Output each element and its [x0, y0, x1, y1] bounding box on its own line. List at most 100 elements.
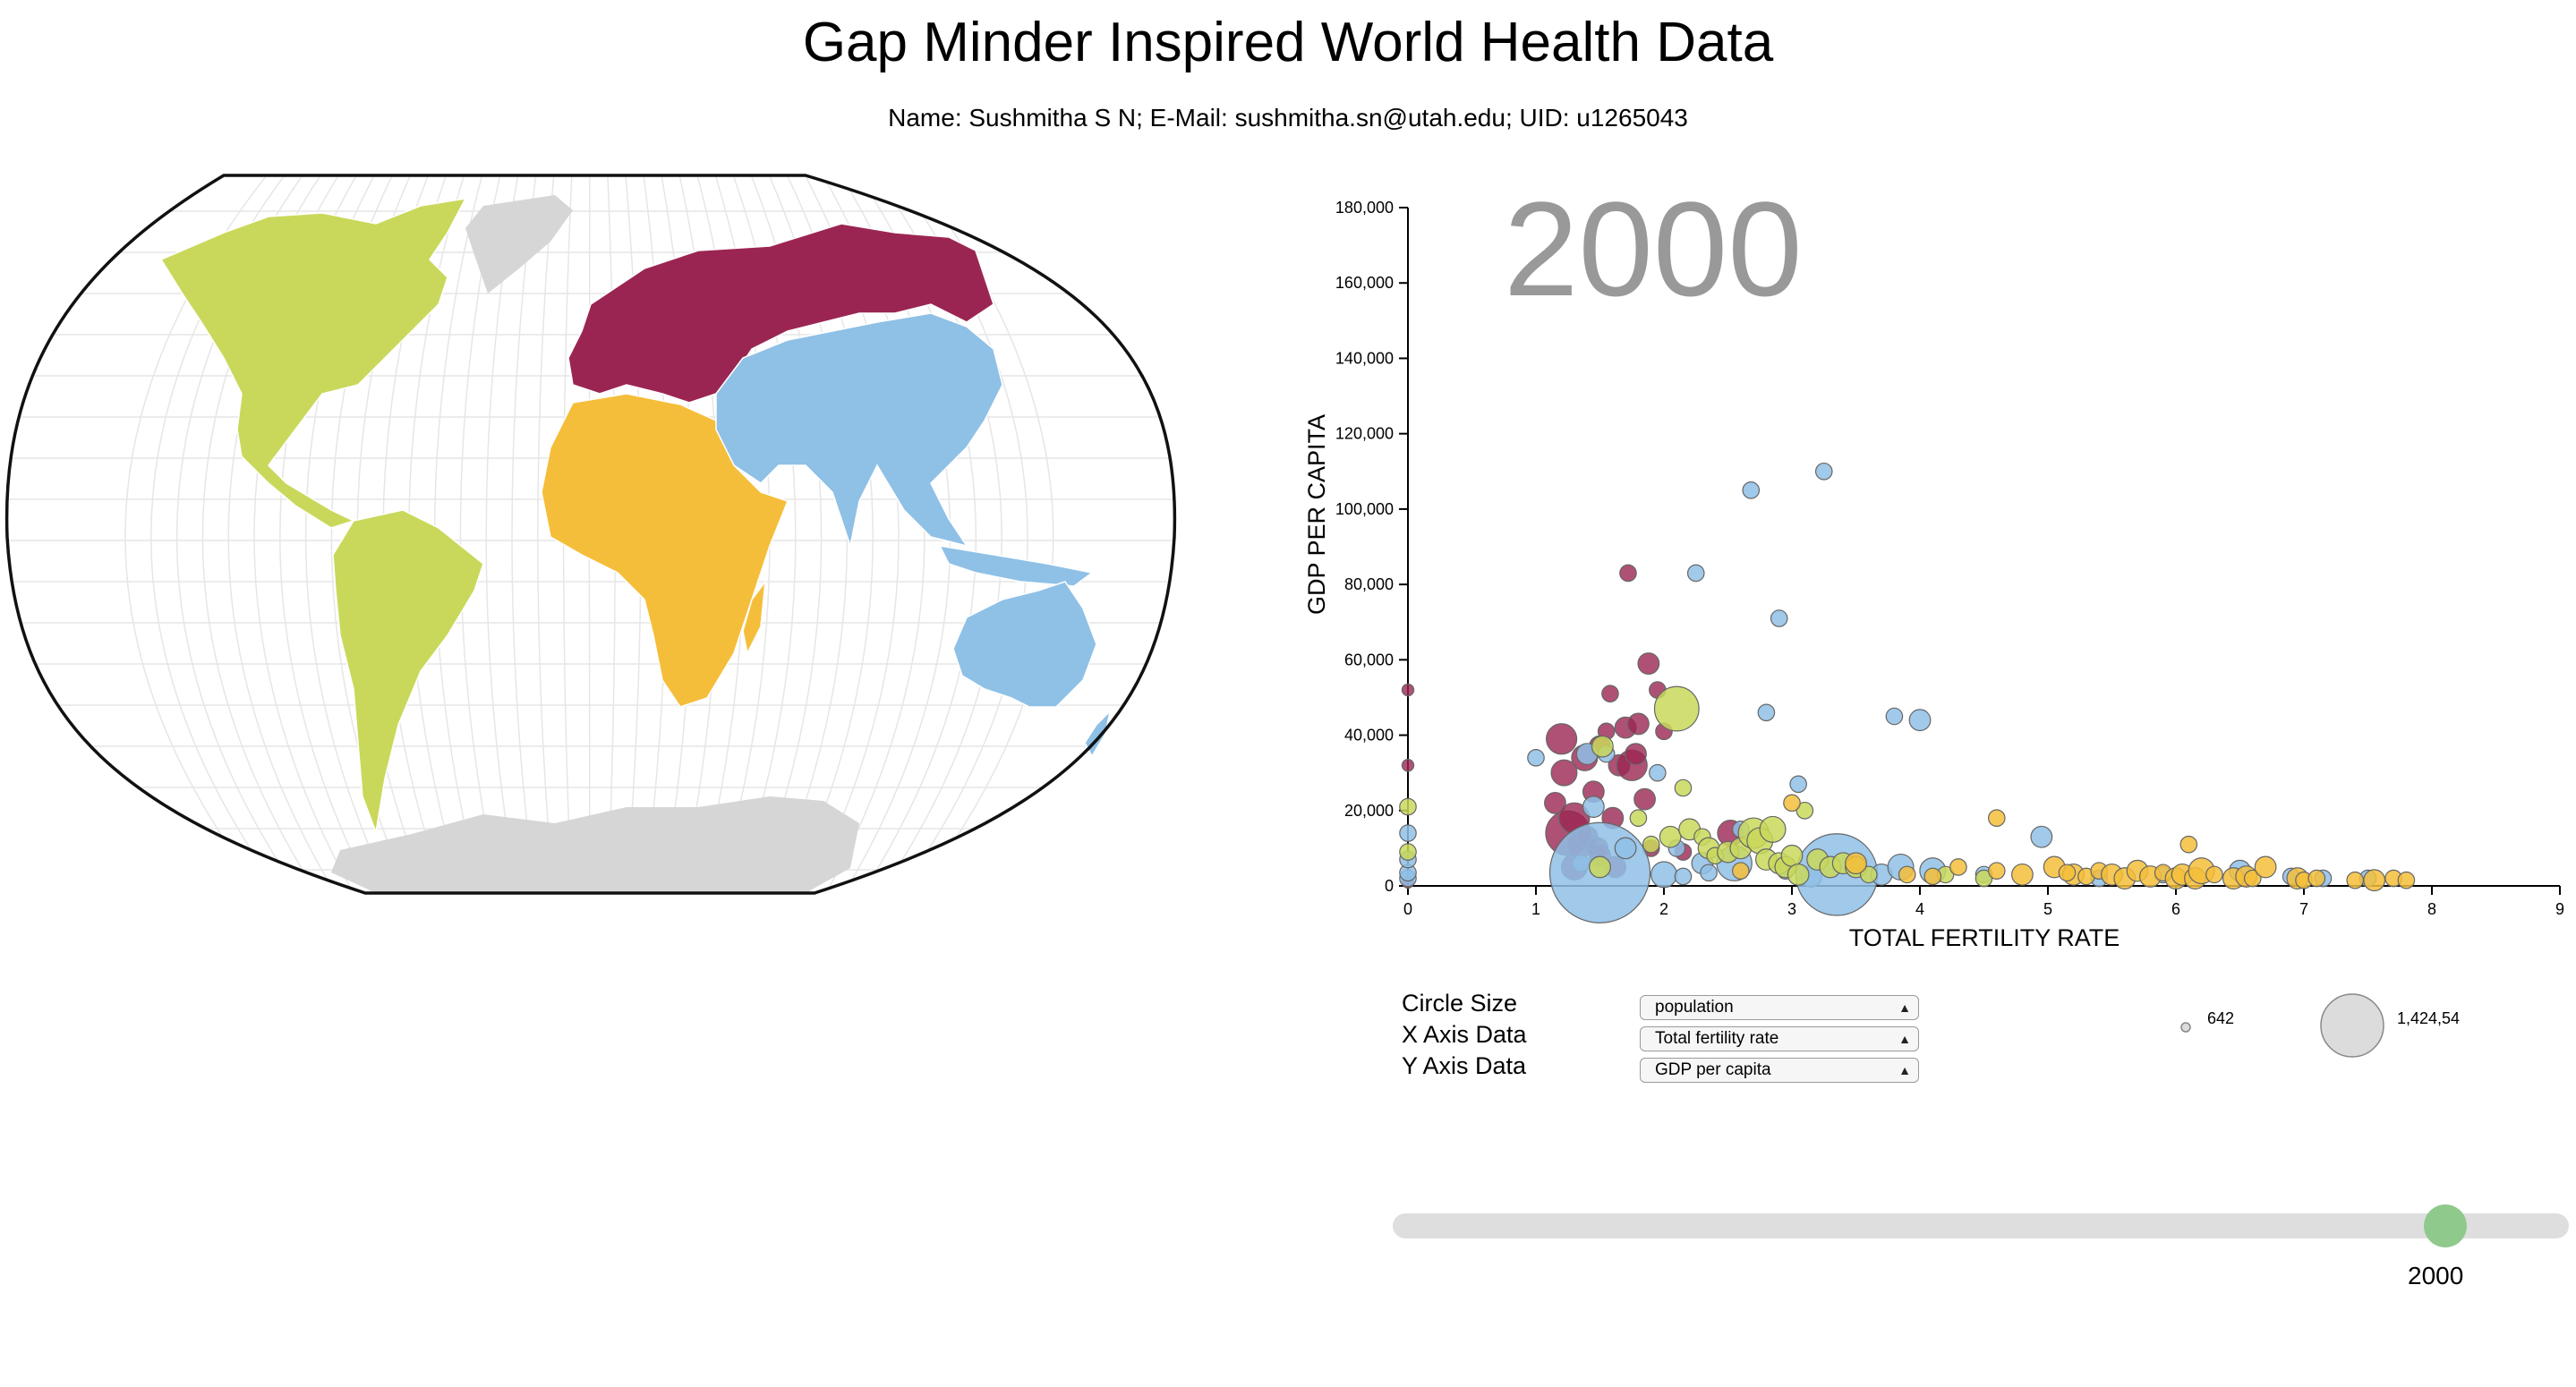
circle-size-label: Circle Size	[1402, 990, 1518, 1017]
x-tick-label: 3	[1787, 900, 1796, 918]
map-region-australia[interactable]	[952, 581, 1097, 708]
x-axis-data-label: X Axis Data	[1402, 1021, 1527, 1048]
data-point-europe[interactable]	[1601, 685, 1619, 703]
data-point-africa[interactable]	[2346, 871, 2364, 889]
circle-size-select[interactable]: population ▲	[1640, 995, 1919, 1020]
world-map	[4, 174, 1177, 895]
size-legend	[2180, 1022, 2191, 1033]
data-point-americas[interactable]	[1859, 865, 1878, 884]
x-tick-label: 9	[2555, 900, 2564, 918]
map-region-greenland[interactable]	[465, 195, 573, 294]
data-point-europe[interactable]	[1625, 743, 1647, 766]
data-point-europe[interactable]	[1401, 759, 1415, 772]
data-point-europe[interactable]	[1637, 652, 1660, 675]
data-point-americas[interactable]	[1674, 779, 1693, 797]
data-point-africa[interactable]	[2254, 855, 2277, 879]
data-point-africa[interactable]	[1949, 858, 1967, 876]
size-legend-min-circle	[2180, 1022, 2191, 1033]
data-point-asia[interactable]	[1674, 867, 1693, 886]
data-point-americas[interactable]	[1796, 801, 1814, 820]
data-point-africa[interactable]	[2205, 865, 2223, 884]
data-point-asia[interactable]	[1686, 564, 1705, 583]
select-arrows-icon: ▲	[1898, 1032, 1911, 1046]
data-point-africa[interactable]	[1923, 867, 1942, 886]
x-tick-label: 6	[2171, 900, 2180, 918]
x-axis-label: TOTAL FERTILITY RATE	[1849, 924, 2120, 951]
y-axis-select[interactable]: GDP per capita ▲	[1640, 1058, 1919, 1083]
data-point-americas[interactable]	[1659, 825, 1682, 848]
data-point-africa[interactable]	[1731, 862, 1750, 880]
map-region-antarctica[interactable]	[331, 796, 859, 893]
data-point-asia[interactable]	[1399, 824, 1417, 842]
x-axis-select[interactable]: Total fertility rate ▲	[1640, 1026, 1919, 1051]
data-point-asia[interactable]	[1908, 709, 1932, 732]
map-region-north-america[interactable]	[159, 198, 467, 529]
scatter-plot: 2000 GDP PER CAPITA TOTAL FERTILITY RATE…	[1303, 174, 2564, 951]
data-point-asia[interactable]	[1527, 749, 1545, 767]
data-point-asia[interactable]	[2030, 825, 2053, 848]
y-tick-label: 20,000	[1344, 802, 1394, 820]
data-point-africa[interactable]	[2397, 871, 2416, 889]
data-point-europe[interactable]	[1633, 787, 1656, 811]
data-point-africa[interactable]	[1845, 852, 1867, 875]
data-point-americas[interactable]	[1759, 815, 1787, 843]
data-point-africa[interactable]	[2244, 869, 2262, 888]
year-slider-track[interactable]	[1393, 1213, 2569, 1238]
data-point-americas[interactable]	[1399, 843, 1417, 861]
year-slider-thumb[interactable]	[2424, 1204, 2467, 1247]
data-point-europe[interactable]	[1401, 683, 1415, 697]
x-tick-label: 5	[2043, 900, 2052, 918]
data-point-americas[interactable]	[1787, 863, 1810, 886]
y-tick-label: 40,000	[1344, 727, 1394, 745]
data-point-africa[interactable]	[2307, 869, 2326, 888]
data-point-africa[interactable]	[2179, 835, 2198, 854]
data-point-africa[interactable]	[1898, 865, 1916, 884]
map-region-europe[interactable]	[567, 223, 994, 404]
data-point-americas[interactable]	[1399, 797, 1417, 816]
data-point-americas[interactable]	[1780, 844, 1804, 867]
data-point-asia[interactable]	[1649, 763, 1667, 782]
data-point-asia[interactable]	[1757, 703, 1776, 722]
data-point-asia[interactable]	[1789, 775, 1807, 794]
data-point-asia[interactable]	[1770, 609, 1788, 627]
data-point-asia[interactable]	[1700, 864, 1718, 882]
circle-size-value: population	[1655, 998, 1734, 1017]
y-axis-select-value: GDP per capita	[1655, 1060, 1771, 1079]
data-point-asia[interactable]	[1651, 861, 1678, 889]
data-point-africa[interactable]	[2058, 864, 2077, 882]
map-region-south-america[interactable]	[332, 509, 484, 835]
data-point-americas[interactable]	[1589, 855, 1611, 879]
x-tick-label: 4	[1915, 900, 1924, 918]
data-point-africa[interactable]	[1987, 862, 2006, 880]
data-point-africa[interactable]	[1987, 809, 2006, 827]
data-point-americas[interactable]	[1591, 735, 1614, 758]
globe-outline	[4, 174, 1177, 895]
data-point-europe[interactable]	[1546, 723, 1578, 755]
data-point-europe[interactable]	[1619, 564, 1637, 583]
data-point-asia[interactable]	[1885, 707, 1904, 726]
data-point-africa[interactable]	[2363, 869, 2386, 892]
data-point-americas[interactable]	[1629, 809, 1648, 827]
data-point-americas[interactable]	[1975, 869, 1993, 888]
data-point-asia[interactable]	[1582, 796, 1605, 818]
data-point-africa[interactable]	[2011, 863, 2034, 886]
data-point-asia[interactable]	[1814, 462, 1833, 481]
data-point-europe[interactable]	[1627, 712, 1650, 736]
x-tick-label: 2	[1659, 900, 1668, 918]
data-point-asia[interactable]	[1742, 481, 1761, 499]
select-arrows-icon: ▲	[1898, 1000, 1911, 1015]
data-point-asia[interactable]	[1614, 837, 1637, 860]
x-tick-label: 0	[1403, 900, 1412, 918]
data-point-europe[interactable]	[1550, 759, 1578, 787]
y-axis: 0 20,000 40,000 60,000 80,000 100,000 120,000 1…	[1335, 199, 1409, 895]
data-point-europe[interactable]	[1544, 791, 1566, 814]
y-tick-label: 140,000	[1335, 349, 1394, 367]
map-region-indonesia[interactable]	[938, 545, 1094, 587]
data-point-americas[interactable]	[1653, 685, 1700, 732]
size-legend-max-label: 1,424,54	[2397, 1009, 2461, 1027]
y-tick-label: 80,000	[1344, 575, 1394, 593]
data-point-africa[interactable]	[1783, 794, 1801, 813]
data-point-americas[interactable]	[1642, 835, 1660, 854]
map-region-madagascar[interactable]	[742, 579, 767, 656]
map-region-asia[interactable]	[715, 312, 1003, 549]
